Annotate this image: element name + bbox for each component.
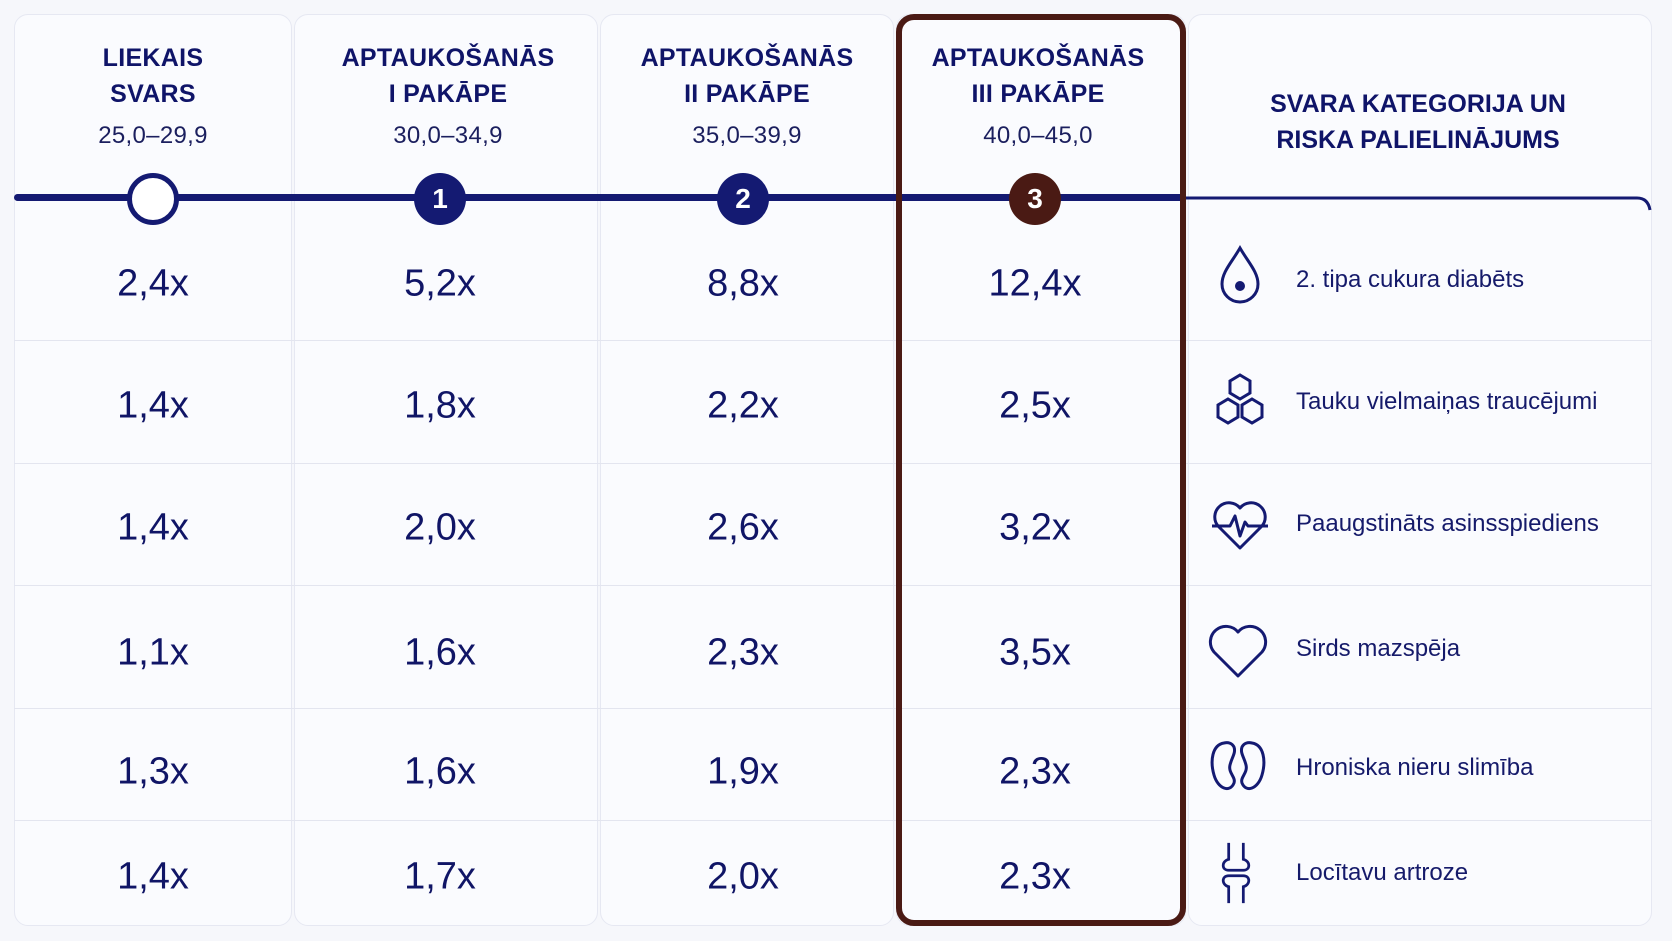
value-cell: 1,1x — [117, 631, 189, 674]
header-line: APTAUKOŠANĀS — [341, 44, 555, 72]
column-panel-obesity-2 — [600, 14, 894, 926]
timeline-line — [14, 194, 1184, 201]
row-divider — [14, 585, 1652, 586]
row-label: Tauku vielmaiņas traucējumi — [1296, 388, 1598, 415]
value-cell: 3,2x — [999, 506, 1071, 549]
value-cell: 2,0x — [404, 506, 476, 549]
timeline-marker-overweight — [127, 173, 179, 225]
highlight-frame-obesity-3 — [896, 14, 1186, 926]
value-cell: 3,5x — [999, 631, 1071, 674]
header-line: APTAUKOŠANĀS — [640, 44, 854, 72]
heartbeat-icon — [1212, 501, 1268, 550]
heart-icon — [1208, 624, 1268, 678]
value-cell: 5,2x — [404, 262, 476, 305]
value-cell: 1,7x — [404, 855, 476, 898]
row-divider — [14, 820, 1652, 821]
value-cell: 1,9x — [707, 750, 779, 793]
value-cell: 1,6x — [404, 750, 476, 793]
value-cell: 1,6x — [404, 631, 476, 674]
header-line: LIEKAIS — [102, 44, 204, 72]
value-cell: 2,3x — [707, 631, 779, 674]
column-panel-obesity-3 — [896, 14, 1186, 926]
chart-title-line: RISKA PALIELINĀJUMS — [1276, 126, 1560, 154]
row-divider — [14, 340, 1652, 341]
column-panel-obesity-1 — [294, 14, 598, 926]
value-cell: 1,4x — [117, 855, 189, 898]
column-header-title: APTAUKOŠANĀS II PAKĀPE — [641, 40, 854, 112]
header-line: APTAUKOŠANĀS — [931, 44, 1145, 72]
column-header-obesity-2: APTAUKOŠANĀS II PAKĀPE 35,0–39,9 — [641, 40, 854, 154]
chart-title-line: SVARA KATEGORIJA UN — [1270, 90, 1566, 118]
column-header-overweight: LIEKAIS SVARS 25,0–29,9 — [98, 40, 207, 154]
timeline-curve — [1182, 196, 1652, 211]
timeline-marker-3: 3 — [1009, 173, 1061, 225]
molecule-icon — [1216, 373, 1264, 425]
header-line: II PAKĀPE — [684, 80, 810, 108]
header-line: SVARS — [110, 80, 196, 108]
value-cell: 2,3x — [999, 750, 1071, 793]
column-header-range: 40,0–45,0 — [983, 122, 1093, 149]
kidney-icon — [1210, 741, 1266, 791]
column-panel-overweight — [14, 14, 292, 926]
value-cell: 12,4x — [988, 262, 1082, 305]
timeline-marker-2: 2 — [717, 173, 769, 225]
column-header-title: APTAUKOŠANĀS III PAKĀPE — [932, 40, 1145, 112]
timeline-marker-1: 1 — [414, 173, 466, 225]
column-panel-categories — [1188, 14, 1652, 926]
header-line: III PAKĀPE — [971, 80, 1105, 108]
row-label: Sirds mazspēja — [1296, 635, 1461, 662]
column-header-range: 25,0–29,9 — [98, 122, 208, 149]
column-header-range: 35,0–39,9 — [692, 122, 802, 149]
value-cell: 1,4x — [117, 384, 189, 427]
row-label: Locītavu artroze — [1296, 859, 1469, 886]
row-label: Hroniska nieru slimība — [1296, 754, 1534, 781]
value-cell: 8,8x — [707, 262, 779, 305]
row-divider — [14, 463, 1652, 464]
value-cell: 2,3x — [999, 855, 1071, 898]
column-header-obesity-1: APTAUKOŠANĀS I PAKĀPE 30,0–34,9 — [342, 40, 555, 154]
value-cell: 2,6x — [707, 506, 779, 549]
column-header-obesity-3: APTAUKOŠANĀS III PAKĀPE 40,0–45,0 — [932, 40, 1145, 154]
drop-icon — [1220, 244, 1260, 304]
value-cell: 1,4x — [117, 506, 189, 549]
value-cell: 1,8x — [404, 384, 476, 427]
value-cell: 2,4x — [117, 262, 189, 305]
header-line: I PAKĀPE — [388, 80, 508, 108]
column-header-range: 30,0–34,9 — [393, 122, 503, 149]
value-cell: 2,2x — [707, 384, 779, 427]
column-header-title: LIEKAIS SVARS — [98, 40, 207, 112]
joint-icon — [1221, 842, 1251, 904]
value-cell: 1,3x — [117, 750, 189, 793]
chart-title: SVARA KATEGORIJA UN RISKA PALIELINĀJUMS — [1270, 86, 1566, 158]
row-label: Paaugstināts asinsspiediens — [1296, 510, 1599, 537]
column-header-title: APTAUKOŠANĀS I PAKĀPE — [342, 40, 555, 112]
value-cell: 2,5x — [999, 384, 1071, 427]
row-label: 2. tipa cukura diabēts — [1296, 266, 1525, 293]
value-cell: 2,0x — [707, 855, 779, 898]
row-divider — [14, 708, 1652, 709]
